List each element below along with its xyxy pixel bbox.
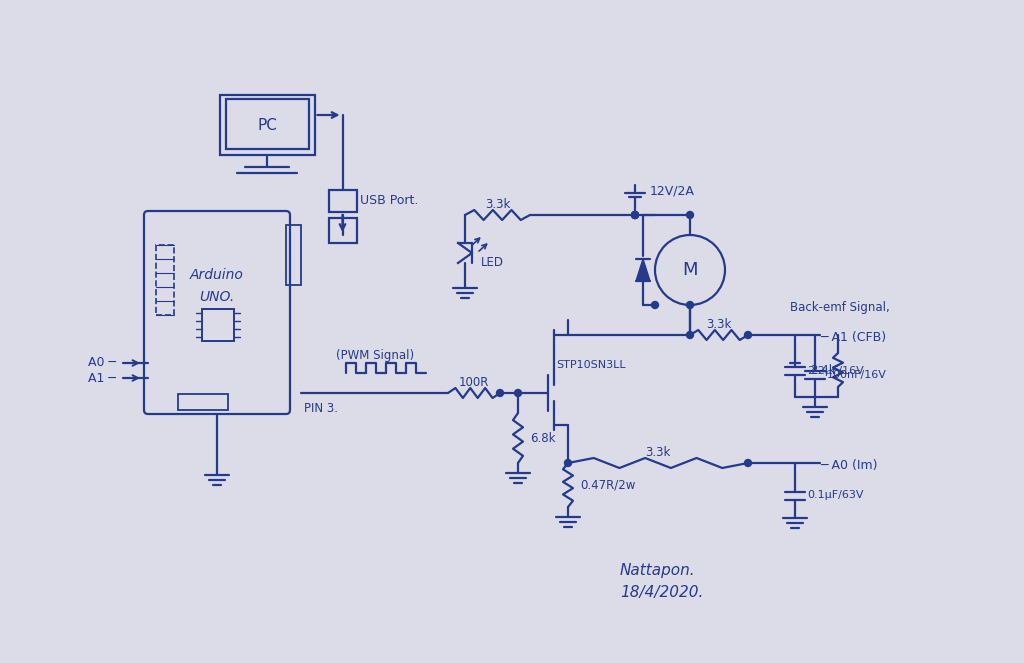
Circle shape bbox=[564, 459, 571, 467]
Text: A1 ─: A1 ─ bbox=[88, 371, 116, 385]
Polygon shape bbox=[636, 259, 650, 281]
Text: 0.1μF/63V: 0.1μF/63V bbox=[807, 491, 863, 501]
Bar bbox=[156, 245, 174, 315]
Circle shape bbox=[686, 302, 693, 308]
Bar bbox=[219, 95, 314, 155]
Text: M: M bbox=[682, 261, 697, 279]
Circle shape bbox=[744, 332, 752, 339]
Text: 2.4k: 2.4k bbox=[810, 363, 836, 377]
Text: 2.2μF/16V: 2.2μF/16V bbox=[807, 366, 864, 376]
Text: 12V/2A: 12V/2A bbox=[650, 184, 695, 198]
Circle shape bbox=[686, 332, 693, 339]
Text: 3.3k: 3.3k bbox=[645, 446, 671, 459]
Text: A0 ─: A0 ─ bbox=[88, 357, 116, 369]
Bar bbox=[225, 99, 308, 149]
Circle shape bbox=[744, 459, 752, 467]
Text: 100R: 100R bbox=[459, 375, 489, 389]
Circle shape bbox=[497, 389, 504, 396]
Text: USB Port.: USB Port. bbox=[360, 194, 419, 208]
Text: Nattapon.: Nattapon. bbox=[620, 562, 695, 577]
Text: 18/4/2020.: 18/4/2020. bbox=[620, 585, 703, 599]
Bar bbox=[178, 394, 228, 410]
Text: Back-emf Signal,: Back-emf Signal, bbox=[790, 300, 890, 314]
Text: PC: PC bbox=[257, 117, 276, 133]
Circle shape bbox=[632, 211, 639, 219]
Circle shape bbox=[632, 211, 639, 219]
Text: PIN 3.: PIN 3. bbox=[304, 402, 338, 414]
Bar bbox=[286, 225, 301, 285]
Text: (PWM Signal): (PWM Signal) bbox=[336, 349, 414, 361]
Bar bbox=[329, 218, 356, 243]
Bar bbox=[202, 309, 234, 341]
Text: 6.8k: 6.8k bbox=[530, 432, 555, 444]
Text: ─ A0 (Im): ─ A0 (Im) bbox=[820, 459, 878, 471]
Circle shape bbox=[632, 211, 639, 219]
Text: ─ A1 (CFB): ─ A1 (CFB) bbox=[820, 330, 886, 343]
Circle shape bbox=[686, 211, 693, 219]
Text: 100nF/16V: 100nF/16V bbox=[827, 370, 887, 380]
Text: LED: LED bbox=[481, 257, 504, 269]
Text: Arduino: Arduino bbox=[190, 268, 244, 282]
Bar bbox=[329, 190, 356, 212]
Text: STP10SN3LL: STP10SN3LL bbox=[556, 360, 626, 370]
Circle shape bbox=[651, 302, 658, 308]
Text: UNO.: UNO. bbox=[200, 290, 234, 304]
Text: 3.3k: 3.3k bbox=[707, 318, 732, 330]
Circle shape bbox=[514, 389, 521, 396]
Text: 3.3k: 3.3k bbox=[484, 198, 510, 210]
Text: 0.47R/2w: 0.47R/2w bbox=[580, 479, 635, 491]
